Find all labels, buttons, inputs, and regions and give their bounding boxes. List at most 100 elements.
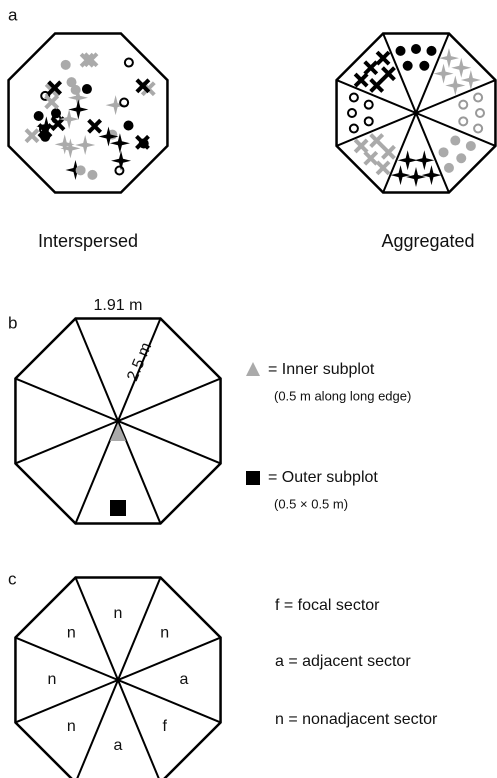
ring: [123, 57, 134, 68]
sector-label: a: [114, 737, 123, 754]
cross: [375, 50, 391, 66]
spoke: [74, 577, 119, 681]
dot: [438, 147, 449, 158]
cross: [24, 128, 40, 144]
cross: [83, 52, 99, 68]
dot: [33, 110, 44, 121]
star: [98, 126, 119, 147]
ring: [473, 123, 484, 134]
spoke: [415, 33, 450, 114]
dot: [123, 120, 134, 131]
spoke: [74, 420, 119, 524]
star: [75, 134, 96, 155]
dot: [456, 153, 467, 164]
edge-label: 1.91 m: [94, 297, 143, 314]
spoke: [336, 79, 417, 114]
sector-label: n: [67, 625, 76, 642]
spoke: [382, 33, 417, 114]
star: [445, 75, 466, 96]
outer-subplot: [110, 500, 126, 516]
star: [67, 87, 88, 108]
spoke: [117, 420, 221, 465]
legend-note: (0.5 m along long edge): [274, 388, 411, 403]
spoke: [15, 679, 119, 724]
star: [54, 134, 75, 155]
spoke: [74, 318, 119, 422]
dot: [443, 162, 454, 173]
star: [390, 165, 411, 186]
radius-label: 2.5 m: [124, 340, 155, 383]
cross: [47, 80, 63, 96]
dot: [402, 60, 413, 71]
cross: [87, 118, 103, 134]
spoke: [117, 377, 221, 422]
spoke: [15, 636, 119, 681]
octagon: [14, 576, 222, 778]
star: [59, 109, 80, 130]
star: [60, 138, 81, 159]
caption: Aggregated: [381, 231, 474, 251]
star: [397, 150, 418, 171]
star: [406, 167, 426, 187]
sector-label: n: [67, 718, 76, 735]
star: [36, 116, 57, 137]
spoke: [117, 420, 162, 524]
inner-subplot: [110, 423, 126, 441]
dot: [395, 45, 406, 56]
sector-label: n: [160, 625, 169, 642]
legend-text: = Outer subplot: [268, 469, 378, 486]
legend-text: a = adjacent sector: [275, 653, 411, 670]
star: [111, 150, 132, 171]
cross: [369, 78, 385, 93]
ring: [363, 99, 374, 110]
dot: [426, 45, 437, 56]
dot: [66, 77, 77, 88]
cross: [381, 66, 396, 82]
star: [414, 150, 435, 171]
dot: [87, 169, 98, 180]
sector-label: n: [114, 605, 123, 622]
ring: [475, 108, 485, 118]
ring: [458, 99, 469, 110]
spoke: [76, 679, 119, 778]
cross: [135, 78, 151, 94]
spoke: [415, 79, 496, 114]
ring: [348, 92, 359, 103]
ring: [347, 108, 357, 118]
star: [451, 57, 472, 78]
cross: [353, 138, 369, 154]
cross: [375, 160, 391, 176]
cross: [381, 144, 396, 160]
spoke: [336, 112, 417, 147]
legend-triangle: [246, 362, 260, 376]
ring: [40, 90, 51, 101]
spoke: [117, 577, 162, 681]
dot: [411, 44, 421, 54]
panel-label: b: [8, 313, 17, 332]
dot: [75, 165, 86, 176]
cross: [369, 133, 385, 148]
ring: [119, 97, 130, 108]
cross: [44, 94, 60, 110]
panel-label: c: [8, 569, 17, 588]
sector-label: a: [180, 671, 189, 688]
dot: [465, 140, 476, 151]
spoke: [415, 112, 496, 147]
spoke: [117, 636, 221, 681]
ring: [363, 116, 374, 127]
spoke: [15, 420, 119, 465]
spoke: [415, 112, 450, 193]
legend-text: = Inner subplot: [268, 361, 375, 378]
spoke: [15, 377, 119, 422]
cross: [79, 52, 95, 68]
legend-text: n = nonadjacent sector: [275, 711, 438, 728]
ring: [114, 165, 125, 176]
sector-label: f: [162, 718, 167, 735]
dot: [450, 135, 461, 146]
cross: [353, 72, 369, 88]
dot: [60, 59, 71, 70]
dot: [138, 138, 149, 149]
ring: [458, 116, 469, 127]
star: [438, 48, 459, 69]
